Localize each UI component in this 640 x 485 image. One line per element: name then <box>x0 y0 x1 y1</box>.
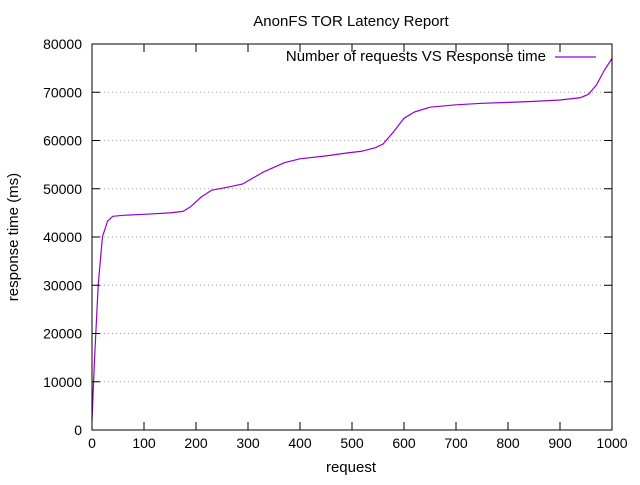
x-tick-label: 200 <box>184 435 208 451</box>
series-layer <box>91 58 613 421</box>
y-tick-label: 0 <box>74 422 82 438</box>
y-tick-label: 70000 <box>43 84 82 100</box>
axis-ticks: 0100002000030000400005000060000700008000… <box>43 36 628 451</box>
x-tick-label: 0 <box>88 435 96 451</box>
y-tick-label: 50000 <box>43 181 82 197</box>
series-line <box>91 58 613 421</box>
x-axis-label: request <box>326 459 377 476</box>
x-tick-label: 600 <box>392 435 416 451</box>
y-tick-label: 10000 <box>43 374 82 390</box>
x-tick-label: 900 <box>548 435 572 451</box>
x-tick-label: 700 <box>444 435 468 451</box>
y-tick-label: 40000 <box>43 229 82 245</box>
x-tick-label: 500 <box>340 435 364 451</box>
y-tick-label: 60000 <box>43 133 82 149</box>
x-tick-label: 100 <box>132 435 156 451</box>
legend-label: Number of requests VS Response time <box>286 48 546 65</box>
y-axis-label: response time (ms) <box>5 173 22 301</box>
chart-title: AnonFS TOR Latency Report <box>253 13 449 30</box>
y-tick-label: 30000 <box>43 277 82 293</box>
x-tick-label: 300 <box>236 435 260 451</box>
x-tick-label: 1000 <box>596 435 627 451</box>
x-tick-label: 400 <box>288 435 312 451</box>
x-tick-label: 800 <box>496 435 520 451</box>
legend: Number of requests VS Response time <box>286 48 596 65</box>
grid-lines <box>92 91 612 383</box>
y-tick-label: 80000 <box>43 36 82 52</box>
y-tick-label: 20000 <box>43 326 82 342</box>
